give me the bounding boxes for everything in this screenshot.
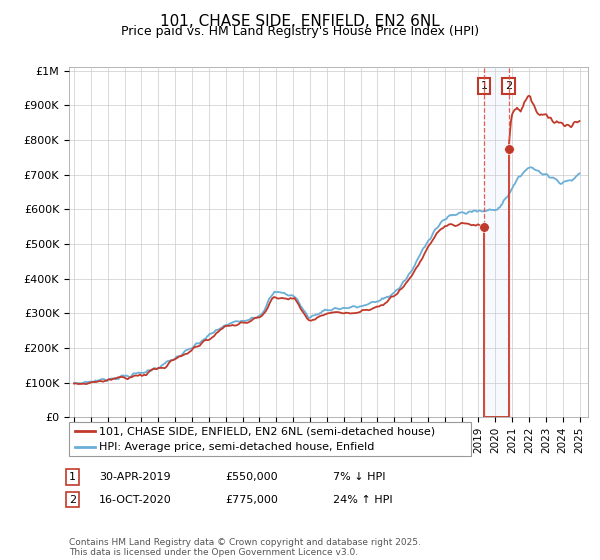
Text: HPI: Average price, semi-detached house, Enfield: HPI: Average price, semi-detached house,… <box>99 442 374 452</box>
Bar <box>484 67 509 417</box>
Text: 1: 1 <box>481 81 488 91</box>
Text: £550,000: £550,000 <box>225 472 278 482</box>
Text: 101, CHASE SIDE, ENFIELD, EN2 6NL: 101, CHASE SIDE, ENFIELD, EN2 6NL <box>160 14 440 29</box>
Text: 16-OCT-2020: 16-OCT-2020 <box>99 494 172 505</box>
Text: 2: 2 <box>69 494 76 505</box>
Text: 24% ↑ HPI: 24% ↑ HPI <box>333 494 392 505</box>
Text: Contains HM Land Registry data © Crown copyright and database right 2025.
This d: Contains HM Land Registry data © Crown c… <box>69 538 421 557</box>
Text: 30-APR-2019: 30-APR-2019 <box>99 472 170 482</box>
Text: 101, CHASE SIDE, ENFIELD, EN2 6NL (semi-detached house): 101, CHASE SIDE, ENFIELD, EN2 6NL (semi-… <box>99 426 435 436</box>
FancyBboxPatch shape <box>69 422 471 456</box>
Text: £775,000: £775,000 <box>225 494 278 505</box>
Text: 1: 1 <box>69 472 76 482</box>
Text: 7% ↓ HPI: 7% ↓ HPI <box>333 472 386 482</box>
Text: Price paid vs. HM Land Registry's House Price Index (HPI): Price paid vs. HM Land Registry's House … <box>121 25 479 38</box>
Text: 2: 2 <box>505 81 512 91</box>
